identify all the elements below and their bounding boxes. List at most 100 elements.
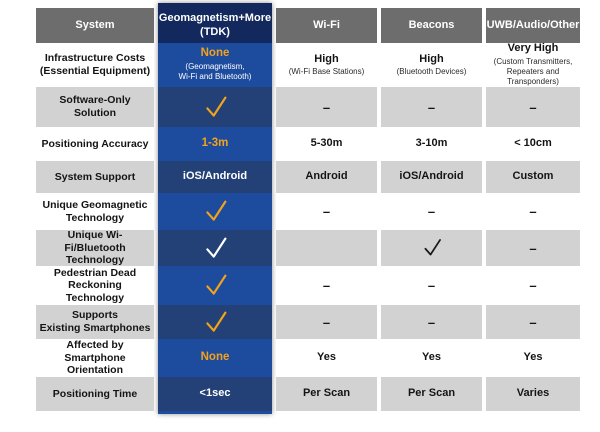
dash-glyph: – [529, 204, 537, 219]
column-header-beacons: Beacons [381, 8, 482, 43]
cell-value: Custom [512, 170, 554, 183]
row-label: Positioning Time [36, 377, 154, 411]
dash-glyph: – [322, 278, 331, 293]
cell-uwb-row9: Yes [486, 339, 580, 377]
row-label: Infrastructure Costs (Essential Equipmen… [36, 43, 154, 87]
cell-uwb-row6: – [486, 230, 580, 266]
cell-note: (Custom Transmitters, Repeaters and Tran… [493, 56, 573, 87]
cell-tdk-row9: None [158, 339, 272, 377]
dash-glyph: – [322, 99, 331, 115]
row-label: Pedestrian Dead Reckoning Technology [36, 266, 154, 305]
cell-tdk-row4: iOS/Android [158, 161, 272, 193]
cell-uwb-row3: < 10cm [486, 127, 580, 161]
cell-wifi-row5: – [276, 193, 377, 230]
column-header-system: System [36, 8, 154, 43]
dash-glyph: – [322, 204, 331, 219]
checkmark-icon [202, 198, 229, 225]
row-label: Unique Geomagnetic Technology [36, 193, 154, 230]
row-label: Supports Existing Smartphones [36, 305, 154, 339]
dash-glyph: – [529, 278, 537, 293]
checkmark-icon [202, 235, 229, 262]
cell-beacons-row8: – [381, 305, 482, 339]
cell-uwb-row1: Very High (Custom Transmitters, Repeaters… [486, 42, 580, 87]
checkmark-icon [202, 272, 229, 299]
cell-value: iOS/Android [182, 170, 248, 183]
dash-glyph: – [427, 99, 436, 115]
cell-value: Yes [523, 351, 543, 364]
row-label: Affected by Smartphone Orientation [36, 339, 154, 377]
cell-value: None [200, 351, 230, 364]
dash-glyph: – [427, 204, 436, 219]
row-label: Unique Wi-Fi/Bluetooth Technology [36, 229, 154, 266]
cell-wifi-row3: 5-30m [276, 127, 377, 161]
cell-value: High [314, 52, 339, 65]
cell-tdk-row1: None (Geomagnetism, Wi-Fi and Bluetooth) [158, 43, 272, 87]
cell-uwb-row2: – [486, 87, 580, 127]
cell-value: Varies [516, 387, 550, 400]
positioning-systems-comparison-infographic: System Geomagnetism+More (TDK) Wi-Fi Beacon… [0, 3, 600, 432]
cell-value: <1sec [199, 387, 231, 400]
cell-beacons-row1: High (Bluetooth Devices) [381, 43, 482, 87]
dash-glyph: – [529, 240, 537, 256]
cell-beacons-row10: Per Scan [381, 377, 482, 411]
cell-value: Per Scan [302, 387, 351, 400]
cell-wifi-row2: – [276, 87, 377, 127]
row-label: Positioning Accuracy [36, 127, 154, 161]
cell-uwb-row4: Custom [486, 161, 580, 193]
cell-tdk-row10: <1sec [158, 377, 272, 411]
cell-beacons-row5: – [381, 193, 482, 230]
column-header-uwb: UWB/Audio/Other [486, 8, 580, 43]
cell-wifi-row6 [276, 230, 377, 266]
cell-value: 5-30m [310, 137, 343, 150]
cell-tdk-row8 [158, 305, 272, 339]
cell-uwb-row7: – [486, 266, 580, 305]
cell-value: < 10cm [514, 137, 552, 150]
cell-value: iOS/Android [399, 170, 464, 183]
cell-value: 3-10m [415, 137, 448, 150]
cell-wifi-row8: – [276, 305, 377, 339]
cell-value: Yes [422, 351, 441, 364]
comparison-table: System Geomagnetism+More (TDK) Wi-Fi Beacon… [36, 3, 580, 414]
checkmark-icon [202, 94, 229, 121]
cell-beacons-row4: iOS/Android [381, 161, 482, 193]
cell-beacons-row6 [381, 230, 482, 266]
cell-beacons-row3: 3-10m [381, 127, 482, 161]
cell-note: (Geomagnetism, Wi-Fi and Bluetooth) [178, 62, 252, 82]
cell-wifi-row1: High (Wi-Fi Base Stations) [276, 43, 377, 87]
row-label: Software-Only Solution [36, 87, 154, 127]
cell-tdk-row5 [158, 193, 272, 230]
cell-value: Per Scan [407, 387, 456, 400]
cell-tdk-row7 [158, 266, 272, 305]
dash-glyph: – [529, 314, 537, 330]
checkmark-icon [202, 309, 229, 336]
cell-uwb-row5: – [486, 193, 580, 230]
cell-note: (Bluetooth Devices) [396, 66, 467, 76]
cell-tdk-row3: 1-3m [158, 127, 272, 161]
cell-value: Very High [507, 42, 559, 55]
cell-value: 1-3m [201, 137, 229, 150]
cell-note: (Wi-Fi Base Stations) [288, 66, 365, 76]
cell-value: High [419, 52, 444, 65]
dash-glyph: – [529, 99, 537, 115]
cell-value: Android [305, 170, 348, 183]
cell-wifi-row4: Android [276, 161, 377, 193]
row-label: System Support [36, 161, 154, 193]
dash-glyph: – [427, 314, 436, 330]
cell-wifi-row10: Per Scan [276, 377, 377, 411]
cell-wifi-row7: – [276, 266, 377, 305]
column-header-tdk: Geomagnetism+More (TDK) [158, 8, 272, 43]
dash-glyph: – [322, 314, 331, 330]
cell-tdk-row2 [158, 87, 272, 127]
cell-beacons-row9: Yes [381, 339, 482, 377]
column-header-wifi: Wi-Fi [276, 8, 377, 43]
cell-beacons-row2: – [381, 87, 482, 127]
cell-beacons-row7: – [381, 266, 482, 305]
cell-wifi-row9: Yes [276, 339, 377, 377]
dash-glyph: – [427, 278, 436, 293]
cell-uwb-row8: – [486, 305, 580, 339]
checkmark-icon [421, 237, 443, 259]
cell-value: Yes [317, 351, 336, 364]
cell-uwb-row10: Varies [486, 377, 580, 411]
cell-tdk-row6 [158, 230, 272, 266]
cell-value: None [200, 47, 230, 60]
